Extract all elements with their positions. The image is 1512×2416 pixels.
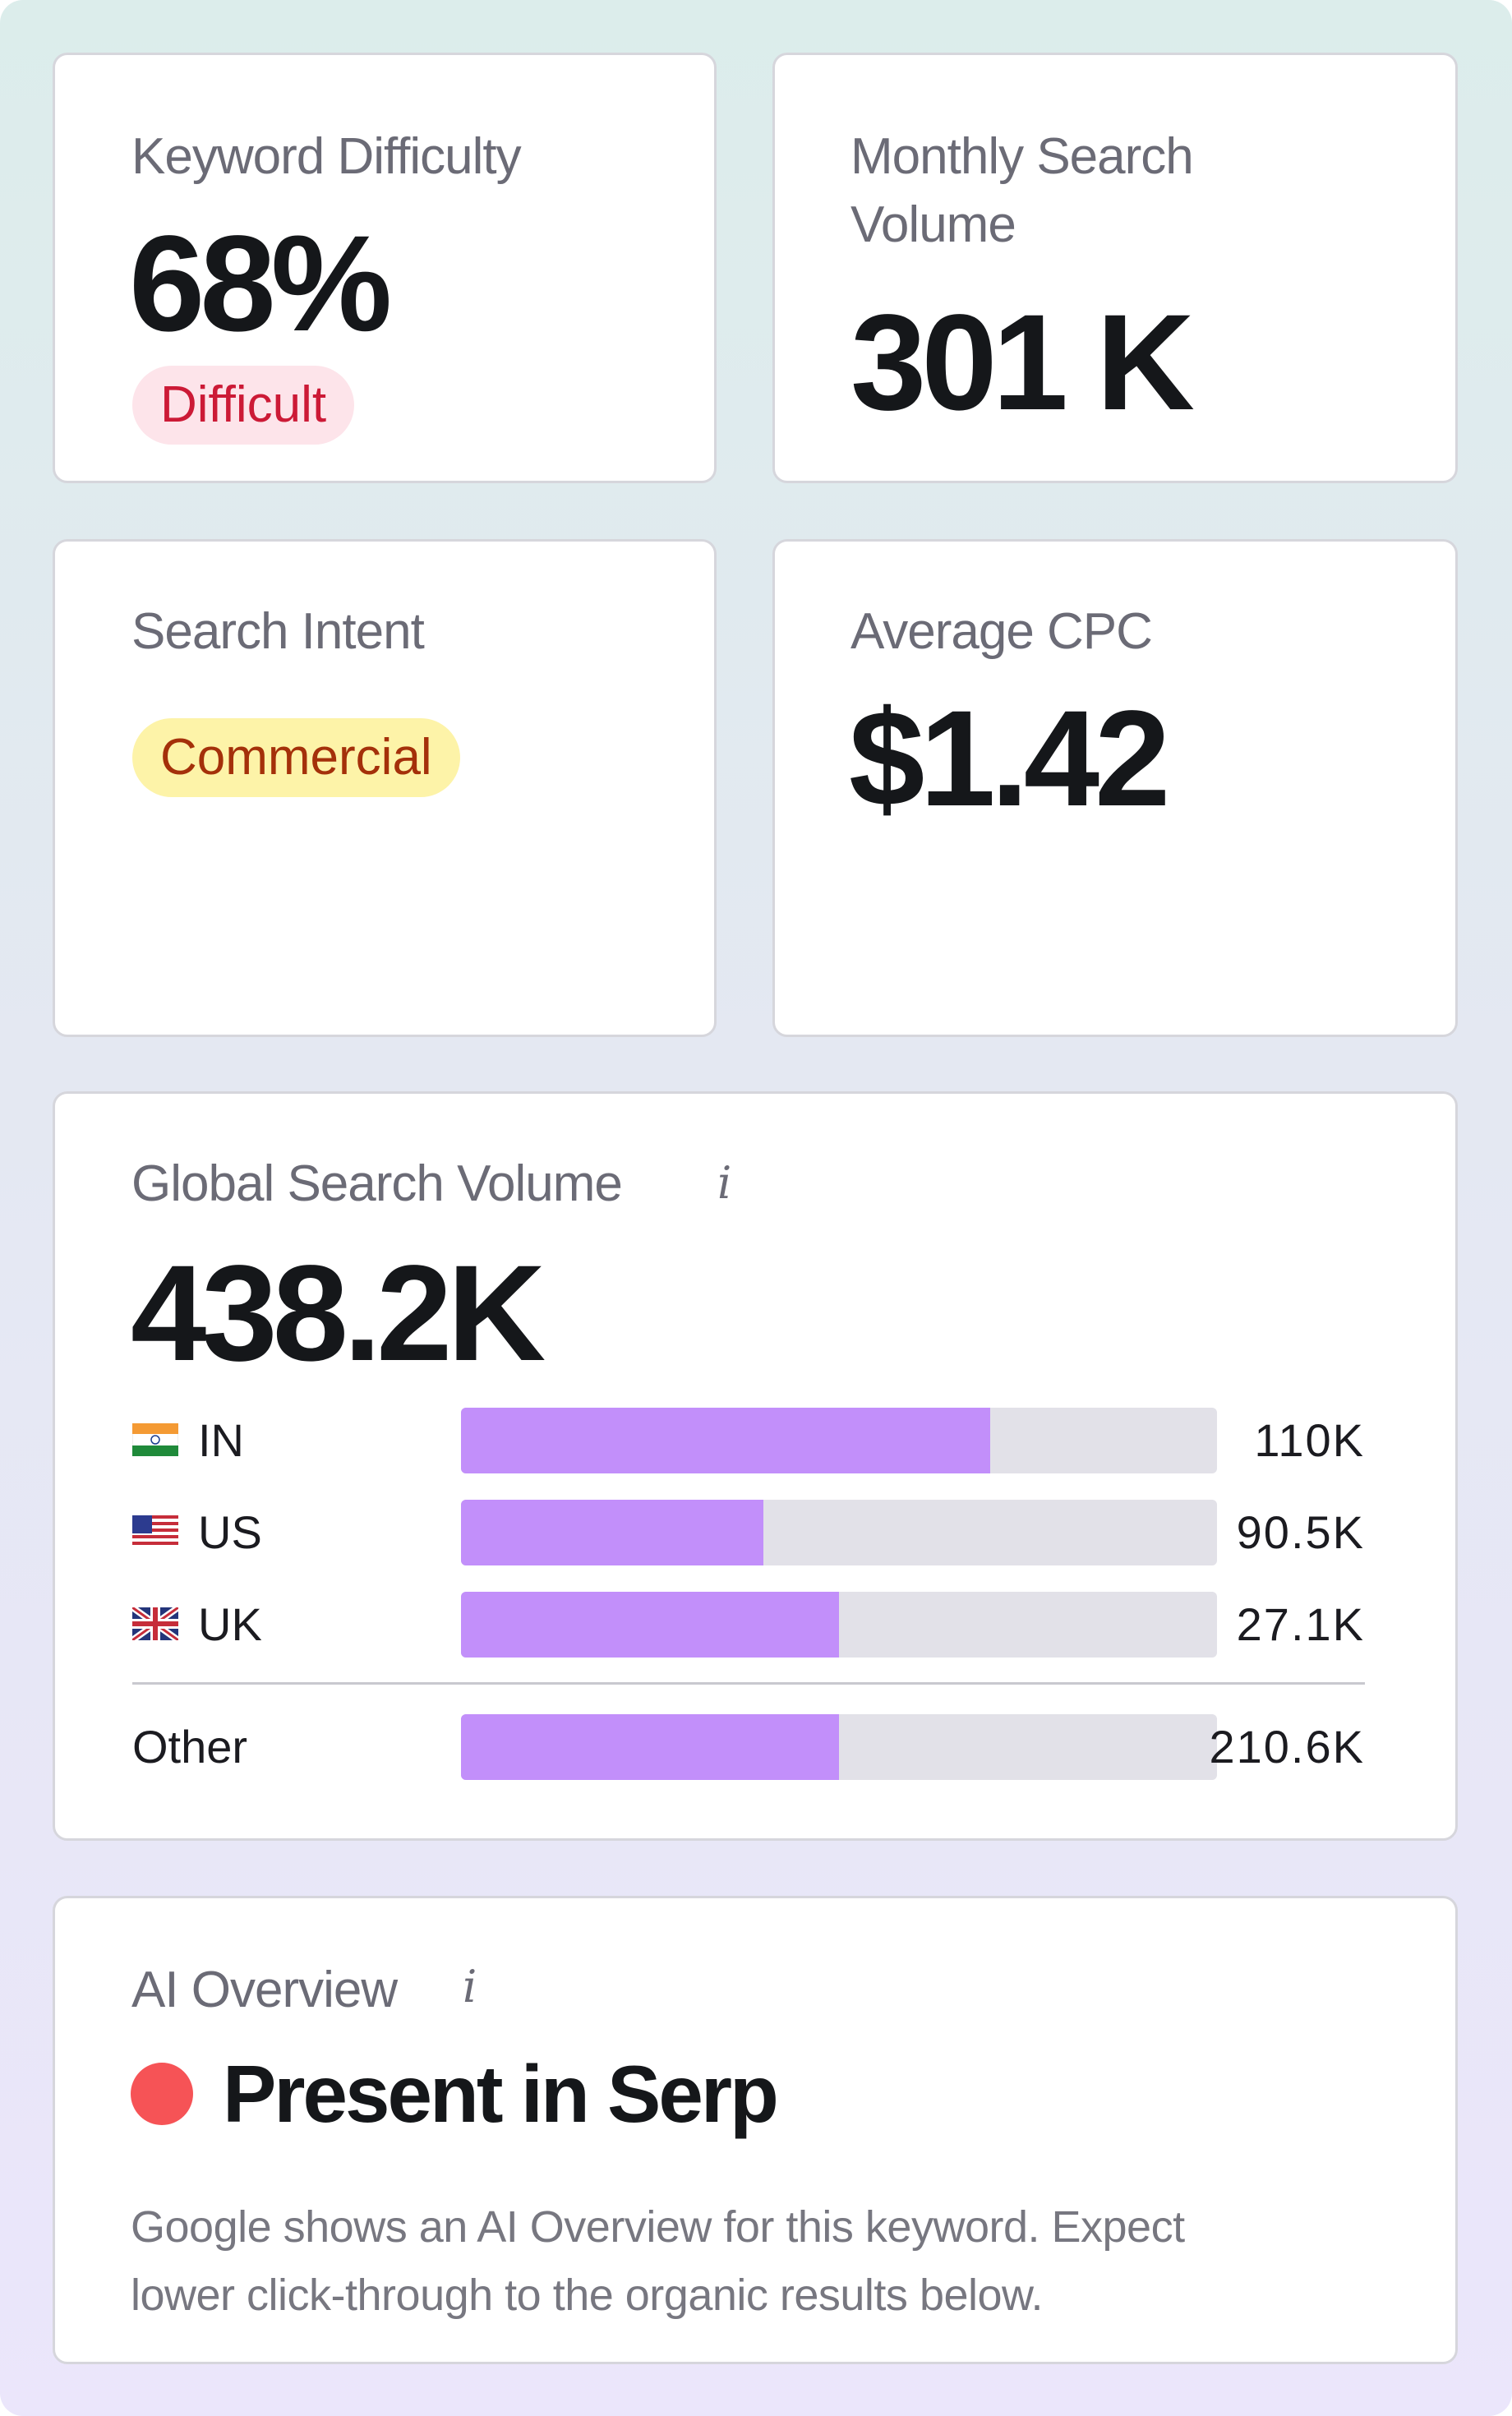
country-code: UK bbox=[198, 1598, 262, 1650]
country-row-other: Other 210.6K bbox=[132, 1714, 1365, 1780]
volume-bar-track bbox=[461, 1500, 1217, 1565]
info-icon[interactable]: i bbox=[463, 1961, 477, 2013]
search-intent-badge: Commercial bbox=[132, 718, 460, 797]
average-cpc-value: $1.42 bbox=[849, 683, 1170, 835]
ai-overview-description-line1: Google shows an AI Overview for this key… bbox=[131, 2202, 1185, 2252]
country-volume: 27.1K bbox=[1236, 1598, 1365, 1650]
info-icon[interactable]: i bbox=[717, 1157, 732, 1209]
ai-overview-label: AI Overview bbox=[131, 1962, 398, 2018]
search-intent-label: Search Intent bbox=[131, 603, 425, 660]
india-flag-icon bbox=[132, 1423, 178, 1456]
country-row-us: US 90.5K bbox=[132, 1500, 1365, 1565]
country-row-in: IN 110K bbox=[132, 1408, 1365, 1473]
volume-bar-track bbox=[461, 1714, 1217, 1780]
monthly-search-volume-label-line2: Volume bbox=[850, 196, 1016, 253]
volume-bar-track bbox=[461, 1408, 1217, 1473]
volume-bar-fill bbox=[461, 1500, 763, 1565]
country-code: US bbox=[198, 1506, 262, 1558]
other-volume: 210.6K bbox=[1209, 1721, 1365, 1773]
volume-bar-fill bbox=[461, 1592, 839, 1658]
volume-bar-fill bbox=[461, 1714, 839, 1780]
other-label: Other bbox=[132, 1721, 248, 1773]
keyword-difficulty-label: Keyword Difficulty bbox=[131, 128, 522, 185]
country-code: IN bbox=[198, 1414, 244, 1466]
keyword-difficulty-card: Keyword Difficulty 68% Difficult bbox=[53, 53, 717, 483]
country-row-uk: UK 27.1K bbox=[132, 1592, 1365, 1658]
ai-overview-status: Present in Serp bbox=[223, 2049, 779, 2139]
global-search-volume-card: Global Search Volume i 438.2K IN 110K bbox=[53, 1091, 1458, 1841]
divider bbox=[132, 1682, 1365, 1685]
keyword-difficulty-value: 68% bbox=[129, 208, 392, 360]
us-flag-icon bbox=[132, 1515, 178, 1548]
global-search-volume-label: Global Search Volume bbox=[131, 1155, 623, 1212]
volume-bar-track bbox=[461, 1592, 1217, 1658]
monthly-search-volume-card: Monthly Search Volume 301 K bbox=[772, 53, 1458, 483]
volume-bar-fill bbox=[461, 1408, 990, 1473]
country-volume: 110K bbox=[1254, 1414, 1365, 1466]
global-search-volume-total: 438.2K bbox=[131, 1238, 546, 1390]
search-intent-card: Search Intent Commercial bbox=[53, 539, 717, 1037]
difficulty-badge: Difficult bbox=[132, 366, 355, 445]
monthly-search-volume-label-line1: Monthly Search bbox=[850, 128, 1194, 185]
average-cpc-label: Average CPC bbox=[850, 603, 1153, 660]
average-cpc-card: Average CPC $1.42 bbox=[772, 539, 1458, 1037]
monthly-search-volume-value: 301 K bbox=[850, 287, 1195, 439]
uk-flag-icon bbox=[132, 1607, 178, 1640]
ai-overview-card: AI Overview i Present in Serp Google sho… bbox=[53, 1896, 1458, 2364]
country-volume: 90.5K bbox=[1236, 1506, 1365, 1558]
ai-overview-description-line2: lower click-through to the organic resul… bbox=[131, 2271, 1044, 2320]
status-dot-icon bbox=[131, 2063, 193, 2125]
